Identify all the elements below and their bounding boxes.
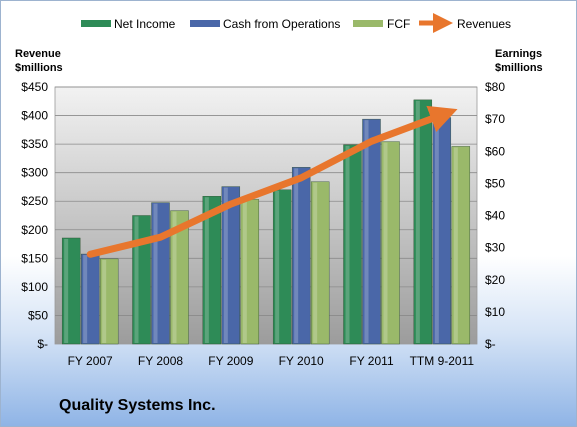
- right-tick-label: $70: [485, 112, 505, 126]
- legend-label-net-income: Net Income: [114, 17, 176, 31]
- bar-highlight: [153, 203, 158, 343]
- bar-net-income: [61, 237, 81, 345]
- bar-highlight: [294, 168, 299, 343]
- x-tick-label: FY 2010: [279, 354, 324, 368]
- right-tick-label: $50: [485, 176, 505, 190]
- bar-highlight: [275, 190, 280, 343]
- left-tick-label: $300: [21, 166, 48, 180]
- bar-net-income: [343, 144, 362, 345]
- bar-cash-from-operations: [362, 118, 381, 345]
- left-axis-title-line1: Revenue: [15, 48, 61, 60]
- bar-highlight: [223, 187, 228, 343]
- right-axis-title-line1: Earnings: [495, 48, 542, 60]
- left-tick-label: $400: [21, 109, 48, 123]
- bar-fcf: [310, 181, 330, 345]
- bar-highlight: [134, 216, 139, 343]
- bar-highlight: [172, 211, 177, 343]
- x-tick-label: FY 2008: [138, 354, 183, 368]
- bar-net-income: [132, 215, 151, 345]
- left-tick-label: $250: [21, 194, 48, 208]
- left-tick-label: $200: [21, 223, 48, 237]
- legend-swatch-fcf: [353, 20, 383, 27]
- right-tick-label: $40: [485, 209, 505, 223]
- bar-fcf: [99, 258, 119, 345]
- left-tick-label: $100: [21, 280, 48, 294]
- bar-cash-from-operations: [291, 167, 311, 345]
- right-tick-label: $80: [485, 80, 505, 94]
- left-tick-label: $-: [37, 337, 48, 351]
- right-tick-label: $-: [485, 337, 496, 351]
- legend-label-fcf: FCF: [387, 17, 410, 31]
- bar-highlight: [204, 197, 209, 343]
- left-axis-title-line2: $millions: [15, 62, 63, 74]
- right-tick-label: $20: [485, 273, 505, 287]
- legend-swatch-cash-from-operations: [190, 20, 220, 27]
- tick-labels: $- $50 $100 $150 $200 $250 $300 $350 $400 $450 $- $…: [21, 80, 505, 368]
- right-axis-title-line2: $millions: [495, 62, 543, 74]
- x-tick-label: FY 2007: [68, 354, 113, 368]
- bar-net-income: [413, 99, 433, 345]
- bar-highlight: [364, 120, 369, 343]
- x-tick-label: TTM 9-2011: [410, 354, 475, 368]
- bar-highlight: [383, 142, 388, 343]
- revenue-line-layer: [86, 105, 458, 258]
- bar-highlight: [64, 238, 69, 343]
- right-tick-label: $10: [485, 305, 505, 319]
- bar-cash-from-operations: [221, 186, 241, 345]
- right-tick-label: $30: [485, 241, 505, 255]
- bar-highlight: [345, 145, 350, 343]
- bar-net-income: [272, 189, 292, 345]
- bar-net-income: [202, 196, 222, 345]
- bar-fcf: [170, 210, 189, 345]
- legend-swatch-net-income: [81, 20, 111, 27]
- bar-highlight: [313, 182, 318, 343]
- bar-highlight: [102, 259, 107, 343]
- gridlines: [55, 86, 477, 316]
- legend-label-revenues: Revenues: [457, 17, 511, 31]
- bar-highlight: [434, 118, 439, 343]
- company-name: Quality Systems Inc.: [59, 397, 216, 414]
- bar-fcf: [451, 146, 471, 345]
- left-tick-label: $350: [21, 137, 48, 151]
- bar-fcf: [381, 141, 400, 345]
- left-tick-label: $150: [21, 251, 48, 265]
- x-tick-label: FY 2009: [208, 354, 253, 368]
- bars: [61, 99, 471, 345]
- bar-highlight: [453, 147, 458, 343]
- bar-highlight: [83, 255, 88, 343]
- legend-label-cash-from-operations: Cash from Operations: [223, 17, 340, 31]
- left-tick-label: $50: [28, 308, 48, 322]
- bar-highlight: [415, 100, 420, 343]
- right-tick-label: $60: [485, 144, 505, 158]
- bar-highlight: [242, 200, 247, 343]
- legend: Net Income Cash from Operations FCF Reve…: [81, 13, 511, 33]
- left-tick-label: $450: [21, 80, 48, 94]
- x-tick-label: FY 2011: [349, 354, 394, 368]
- line-revenues: [86, 105, 458, 258]
